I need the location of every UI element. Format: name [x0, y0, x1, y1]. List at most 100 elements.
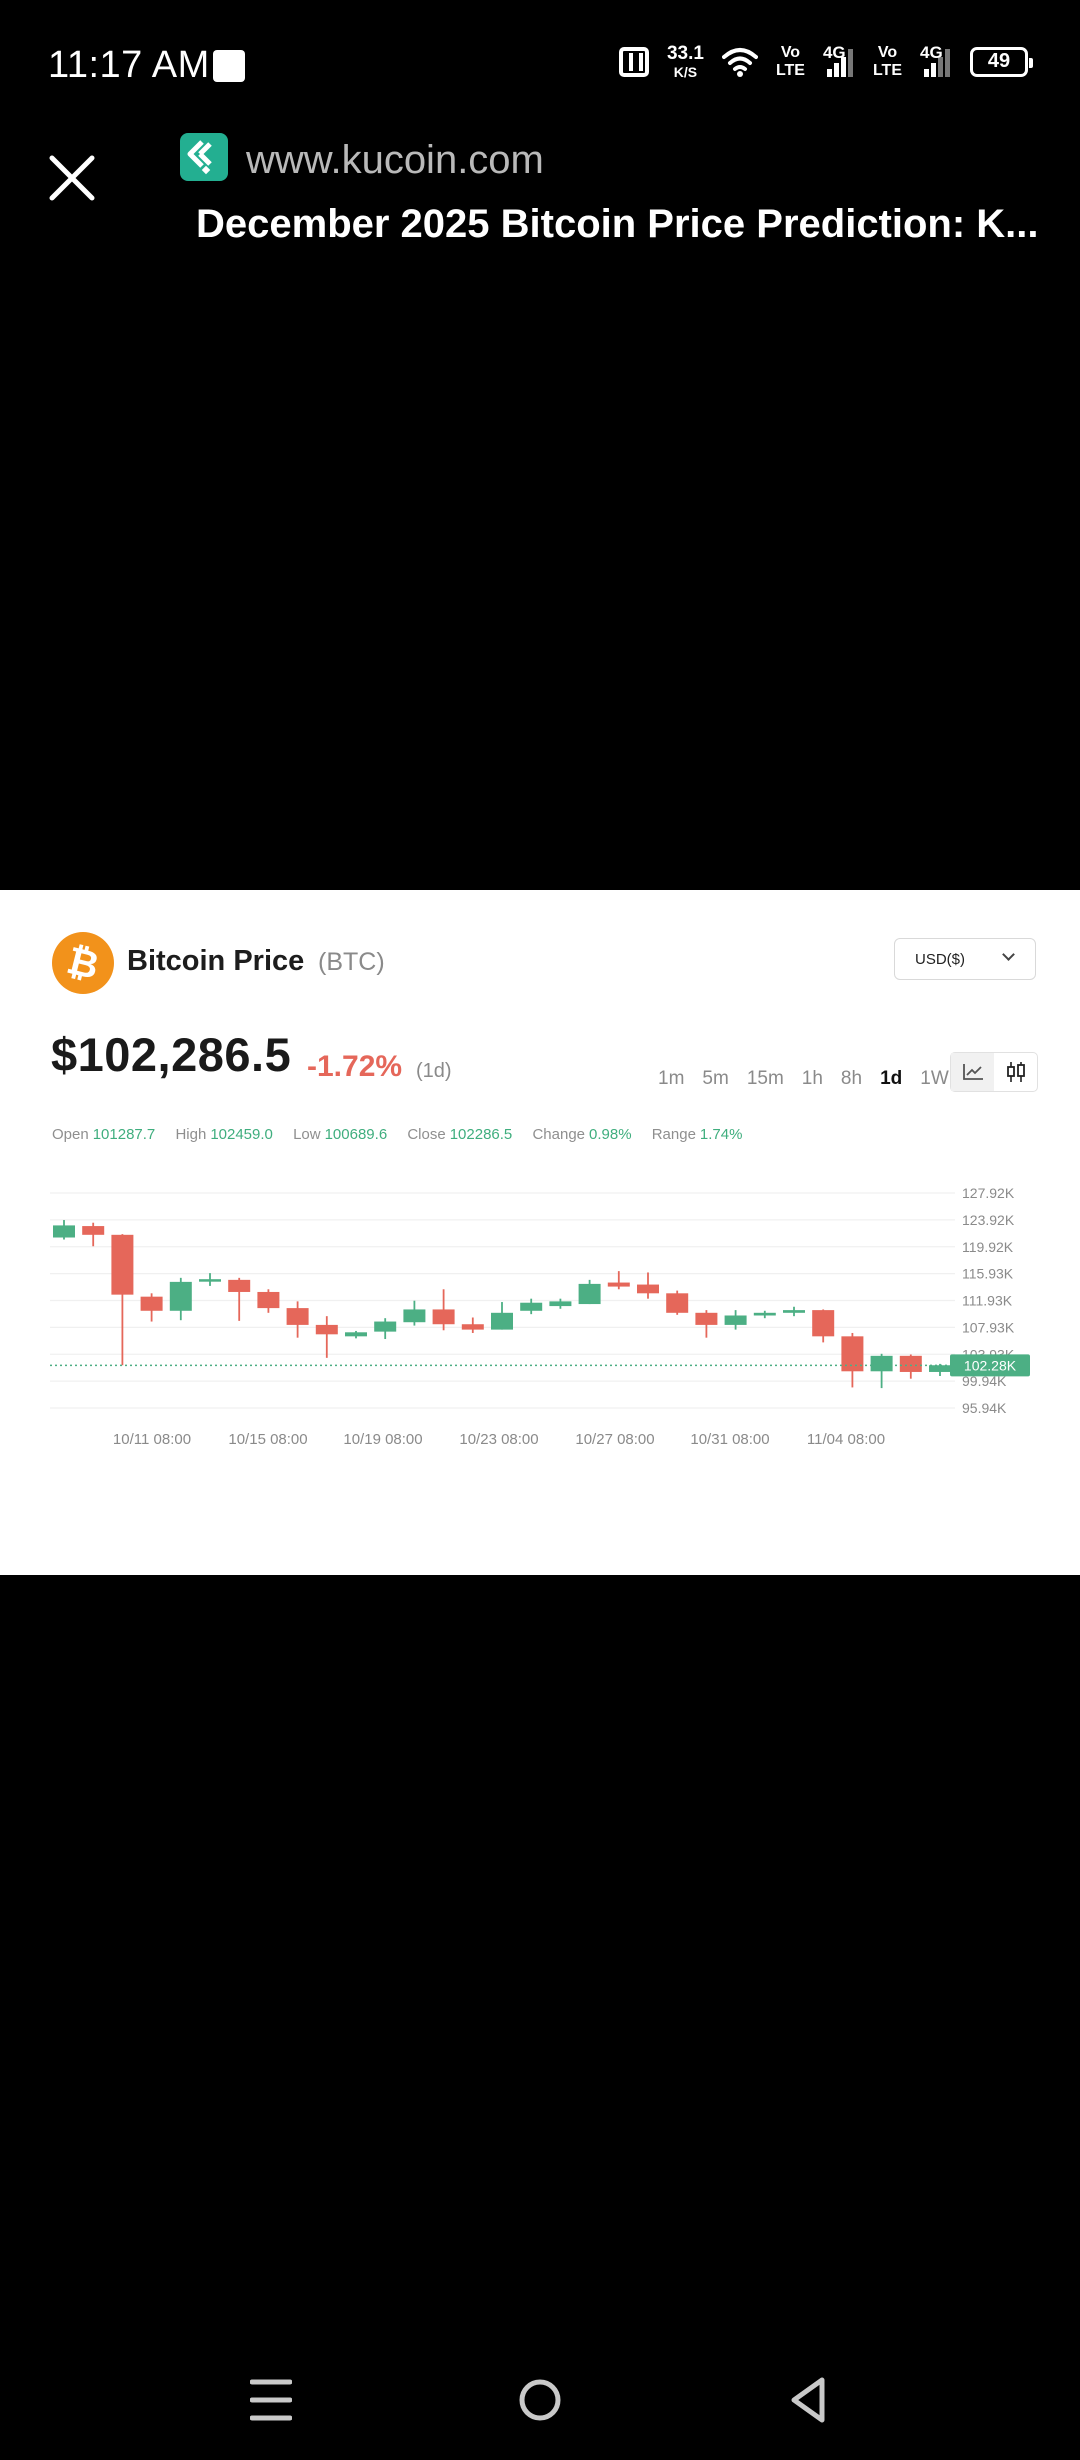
candle-body: [140, 1296, 163, 1311]
candle-body: [257, 1291, 280, 1309]
battery-icon: 49: [970, 46, 1033, 77]
interval-1d[interactable]: 1d: [880, 1068, 903, 1089]
low-label: Low: [293, 1126, 321, 1143]
current-price-label: 102.28K: [964, 1357, 1017, 1373]
candle-body: [929, 1365, 951, 1372]
range-value: 1.74%: [699, 1126, 743, 1143]
change-value: 0.98%: [589, 1126, 632, 1143]
interval-5m[interactable]: 5m: [702, 1068, 729, 1089]
y-tick-label: 99.94K: [962, 1373, 1007, 1389]
x-tick-label: 11/04 08:00: [807, 1431, 885, 1448]
interval-15m[interactable]: 15m: [746, 1068, 784, 1089]
candle-body: [812, 1310, 835, 1337]
interval-1w[interactable]: 1W: [920, 1068, 949, 1089]
x-tick-label: 10/11 08:00: [113, 1431, 191, 1448]
currency-dropdown[interactable]: USD($): [894, 938, 1036, 980]
x-tick-label: 10/31 08:00: [690, 1431, 769, 1448]
sim1-volte-top: Vo: [780, 43, 801, 61]
network-speed: 33.1 K/S: [667, 44, 704, 79]
close-button[interactable]: [44, 150, 100, 206]
y-tick-label: 127.92K: [962, 1185, 1015, 1201]
battery-level: 49: [987, 50, 1011, 72]
current-price-tag: [950, 1354, 1030, 1377]
y-tick-label: 123.92K: [962, 1212, 1015, 1228]
candle-body: [695, 1312, 718, 1325]
sim2-volte: Vo LTE: [872, 43, 902, 79]
candle-body: [345, 1332, 367, 1337]
candle-body: [403, 1309, 426, 1323]
candle-body: [315, 1324, 338, 1335]
sim1-network: 4G: [822, 42, 846, 62]
x-tick-label: 10/15 08:00: [228, 1431, 307, 1448]
candle-body: [666, 1293, 689, 1313]
interval-8h[interactable]: 8h: [840, 1068, 863, 1089]
sim2-signal-icon: 4G: [920, 43, 952, 77]
candle-body: [899, 1355, 922, 1372]
y-tick-label: 107.93K: [962, 1319, 1015, 1335]
candle-body: [432, 1309, 455, 1325]
network-speed-unit: K/S: [673, 64, 698, 80]
y-tick-label: 119.92K: [962, 1239, 1014, 1255]
price-change-period: (1d): [416, 1060, 452, 1082]
candle-body: [841, 1336, 864, 1372]
low-value: 100689.6: [324, 1126, 388, 1143]
sim1-volte: Vo LTE: [775, 43, 805, 79]
candle-body: [53, 1225, 75, 1238]
current-price: $102,286.5: [51, 1028, 292, 1081]
high-value: 102459.0: [210, 1126, 273, 1143]
coin-name: Bitcoin Price: [127, 945, 305, 977]
sim2-volte-bottom: LTE: [872, 61, 902, 79]
sim2-volte-top: Vo: [877, 43, 898, 61]
kucoin-logo-icon: [180, 133, 228, 181]
nfc-icon: [618, 46, 649, 77]
status-time: 11:17 AM: [48, 44, 210, 86]
candle-body: [82, 1226, 105, 1235]
candle-body: [724, 1315, 747, 1325]
bitcoin-logo-icon: ₿: [52, 932, 114, 994]
x-tick-label: 10/27 08:00: [575, 1431, 654, 1448]
candle-body: [753, 1312, 776, 1316]
candle-body: [228, 1279, 251, 1292]
interval-tabs: 1m 5m 15m 1h 8h 1d 1W: [658, 1068, 967, 1090]
page-title: December 2025 Bitcoin Price Prediction: …: [196, 202, 1039, 246]
close-value: 102286.5: [449, 1126, 513, 1143]
open-label: Open: [52, 1126, 89, 1143]
y-tick-label: 115.93K: [962, 1266, 1014, 1282]
sim1-signal-icon: 4G: [823, 43, 855, 77]
change-label: Change: [532, 1126, 585, 1143]
range-label: Range: [651, 1126, 696, 1143]
sim1-volte-bottom: LTE: [775, 61, 805, 79]
candle-body: [637, 1284, 659, 1294]
home-button[interactable]: [518, 2378, 562, 2422]
status-icons: 33.1 K/S Vo LTE 4G Vo LTE 4G 49: [618, 43, 1033, 79]
candle-chart-button[interactable]: [994, 1053, 1037, 1091]
chart-type-toggle: [950, 1052, 1038, 1092]
line-chart-icon: [962, 1064, 983, 1080]
candle-body: [169, 1281, 192, 1311]
candle-body: [491, 1312, 513, 1330]
back-button[interactable]: [788, 2376, 828, 2424]
candle-body: [461, 1324, 484, 1330]
price-change-percent: -1.72%: [307, 1050, 403, 1083]
y-tick-label: 95.94K: [962, 1400, 1007, 1416]
y-tick-label: 111.93K: [962, 1293, 1013, 1309]
candle-body: [783, 1310, 805, 1313]
candle-body: [549, 1301, 572, 1307]
menu-button[interactable]: [250, 2378, 292, 2422]
close-label: Close: [407, 1126, 446, 1143]
candlestick-icon: [1006, 1062, 1025, 1082]
candle-body: [578, 1283, 601, 1305]
interval-1h[interactable]: 1h: [801, 1068, 823, 1089]
close-icon: [49, 155, 95, 201]
x-tick-label: 10/19 08:00: [343, 1431, 422, 1448]
candle-body: [286, 1308, 309, 1325]
candlestick-chart[interactable]: 127.92K 123.92K 119.92K 115.93K 111.93K 107.9…: [0, 1180, 1080, 1460]
open-value: 101287.7: [92, 1126, 156, 1143]
interval-1m[interactable]: 1m: [658, 1068, 685, 1089]
candle-body: [607, 1282, 630, 1287]
status-bar: 11:17 AM 33.1 K/S Vo LTE 4G Vo LTE 4G: [0, 0, 1080, 130]
site-url[interactable]: www.kucoin.com: [246, 138, 544, 182]
line-chart-button[interactable]: [951, 1053, 994, 1091]
candle-body: [111, 1234, 134, 1295]
currency-selected: USD($): [915, 950, 966, 968]
